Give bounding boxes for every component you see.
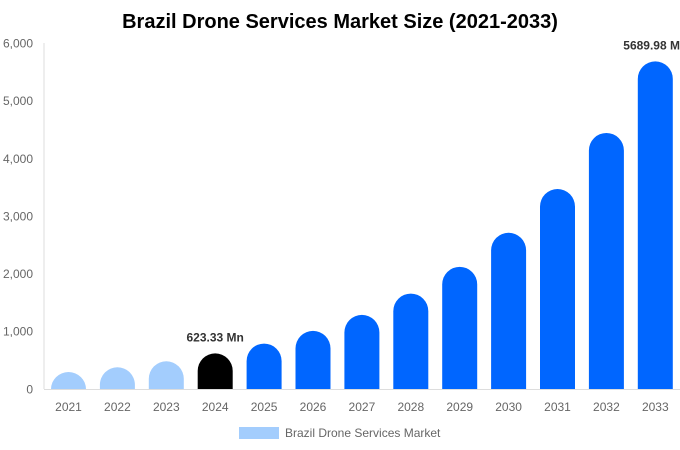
legend-label: Brazil Drone Services Market: [285, 426, 441, 440]
bar-2028[interactable]: [393, 293, 429, 390]
y-tick-label: 4,000: [3, 152, 33, 166]
legend-swatch: [239, 427, 279, 439]
x-tick-label: 2026: [300, 400, 327, 414]
bar-2033[interactable]: [637, 61, 673, 390]
x-tick-label: 2033: [642, 400, 669, 414]
x-tick-label: 2022: [104, 400, 131, 414]
x-tick-label: 2024: [202, 400, 229, 414]
data-label: 5689.98 Mn: [623, 38, 680, 52]
x-tick-label: 2023: [153, 400, 180, 414]
x-tick-label: 2028: [397, 400, 424, 414]
y-tick-label: 2,000: [3, 267, 33, 281]
bar-2023[interactable]: [148, 361, 184, 390]
bar-2022[interactable]: [99, 367, 135, 390]
bar-2025[interactable]: [246, 343, 282, 390]
bar-2026[interactable]: [295, 330, 331, 390]
x-tick-label: 2031: [544, 400, 571, 414]
bar-2021[interactable]: [51, 372, 86, 390]
bar-2027[interactable]: [344, 314, 380, 390]
y-tick-label: 0: [26, 382, 33, 396]
x-tick-label: 2025: [251, 400, 278, 414]
x-tick-label: 2029: [446, 400, 473, 414]
y-tick-label: 3,000: [3, 209, 33, 223]
y-tick-label: 6,000: [3, 37, 33, 51]
bar-2032[interactable]: [588, 132, 624, 390]
bar-2030[interactable]: [491, 232, 527, 390]
y-tick-label: 5,000: [3, 94, 33, 108]
bar-2029[interactable]: [442, 266, 478, 390]
y-tick-label: 1,000: [3, 325, 33, 339]
x-tick-label: 2030: [495, 400, 522, 414]
bar-2024[interactable]: [197, 353, 233, 390]
x-tick-label: 2021: [55, 400, 82, 414]
x-tick-label: 2027: [349, 400, 376, 414]
chart-title: Brazil Drone Services Market Size (2021-…: [122, 11, 558, 33]
bar-2031[interactable]: [540, 189, 575, 390]
x-tick-label: 2032: [593, 400, 620, 414]
legend[interactable]: Brazil Drone Services Market: [239, 426, 441, 440]
data-label: 623.33 Mn: [187, 330, 244, 344]
